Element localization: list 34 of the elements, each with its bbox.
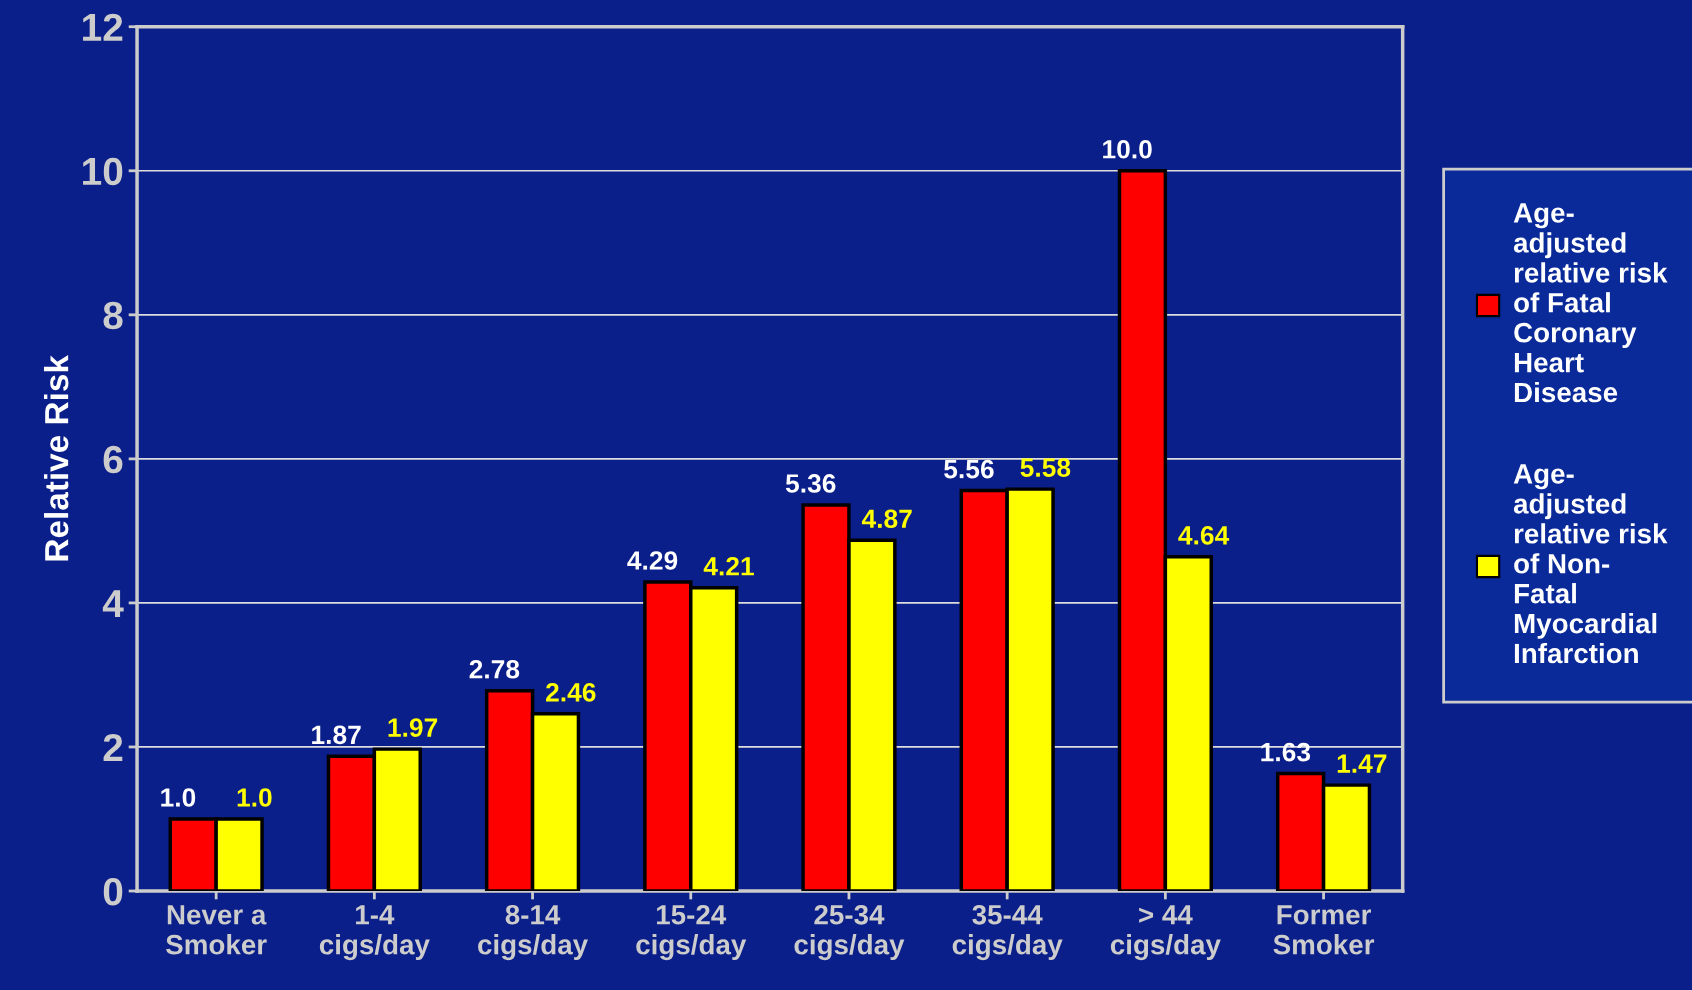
y-tick-label: 12 [83, 13, 123, 41]
y-tick-label: 8 [103, 301, 123, 330]
x-tick-label: 35-44 cigs/day [952, 904, 1063, 961]
data-label: 4.87 [861, 509, 912, 529]
data-label: 2.78 [469, 659, 520, 679]
y-tick-label: 0 [103, 877, 123, 906]
y-tick-label: 2 [103, 733, 123, 762]
data-label: 1.63 [1261, 742, 1311, 762]
legend-label: Age- adjusted relative risk of Non- Fatal Myocardial Infarction [1513, 464, 1668, 664]
data-label: 5.36 [785, 474, 836, 493]
data-label: 1.97 [388, 718, 438, 737]
x-tick-label: Former Smoker [1273, 905, 1375, 955]
legend-label: Age- adjusted relative risk of Fatal Coronary Heart Disease [1513, 203, 1668, 403]
data-label: 1.0 [161, 788, 196, 807]
data-label: 5.58 [1020, 458, 1071, 477]
x-tick-label: Never a Smoker [166, 905, 267, 955]
x-tick-label: 1-4 cigs/day [319, 905, 430, 961]
data-label: 10.0 [1103, 139, 1152, 159]
x-tick-label: 8-14 cigs/day [478, 904, 588, 961]
y-tick-label: 4 [102, 590, 124, 617]
data-label: 1.87 [312, 725, 361, 745]
data-label: 4.64 [1178, 525, 1230, 545]
y-tick-label: 6 [103, 445, 123, 474]
data-label: 4.21 [703, 556, 754, 576]
x-tick-label: 25-34 cigs/day [794, 904, 905, 961]
y-axis-title: Relative Risk [43, 355, 69, 561]
x-tick-label: > 44 cigs/day [1110, 905, 1221, 961]
y-tick-label: 10 [83, 157, 123, 186]
data-label: 5.56 [944, 459, 994, 479]
data-label: 1.0 [237, 788, 272, 807]
data-label: 4.29 [627, 551, 678, 570]
x-tick-label: 15-24 cigs/day [636, 904, 747, 961]
data-label: 2.46 [546, 682, 596, 702]
data-label: 1.47 [1337, 754, 1387, 773]
